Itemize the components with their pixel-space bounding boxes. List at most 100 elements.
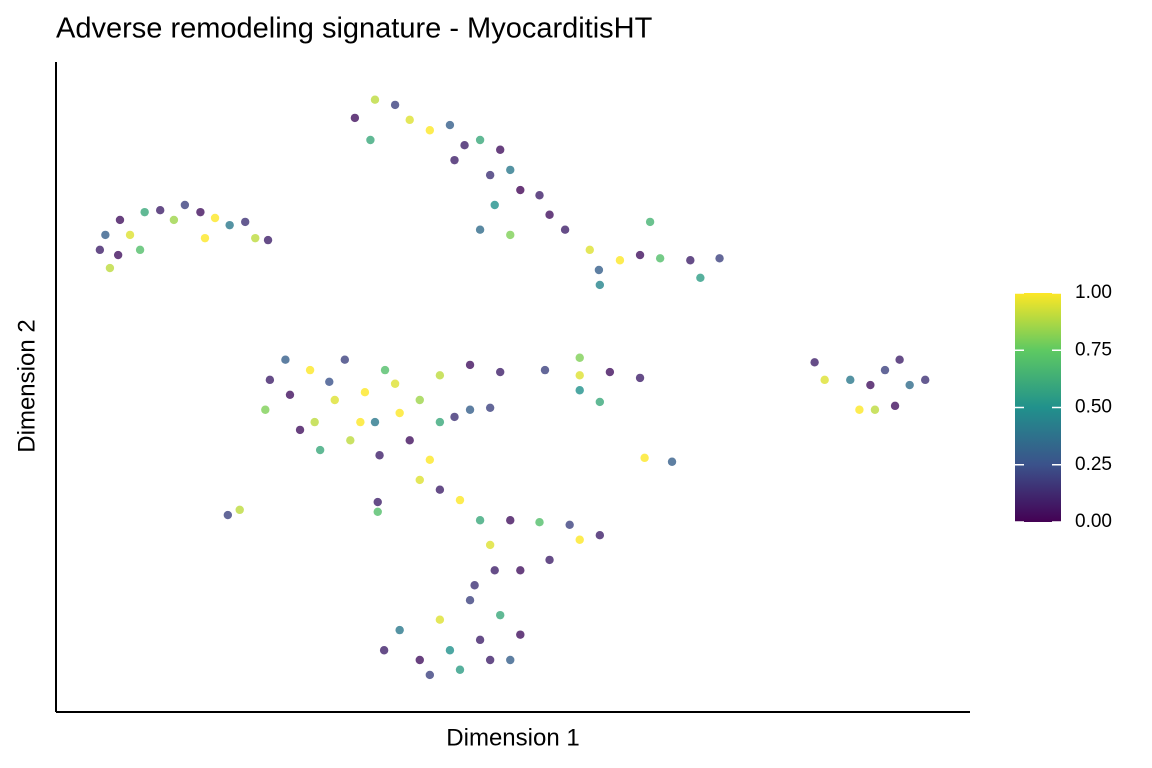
point bbox=[575, 371, 584, 380]
point bbox=[475, 516, 485, 525]
point bbox=[855, 405, 864, 414]
point bbox=[475, 225, 485, 234]
point bbox=[870, 405, 880, 414]
point bbox=[545, 210, 554, 219]
point bbox=[686, 256, 695, 265]
colorbar-tick-label: 0.00 bbox=[1075, 511, 1112, 532]
point bbox=[635, 373, 645, 383]
point bbox=[435, 485, 445, 494]
point bbox=[395, 408, 404, 418]
point bbox=[506, 230, 515, 240]
point bbox=[390, 100, 400, 110]
point bbox=[435, 371, 445, 380]
colorbar-tick-label: 0.75 bbox=[1075, 339, 1112, 360]
point bbox=[565, 520, 574, 529]
point bbox=[225, 220, 234, 230]
point bbox=[425, 455, 435, 464]
point bbox=[435, 615, 445, 624]
point bbox=[465, 360, 475, 370]
point bbox=[895, 355, 904, 364]
point bbox=[575, 535, 584, 544]
point bbox=[485, 403, 495, 412]
point bbox=[425, 670, 435, 680]
colorbar-tick-label: 0.25 bbox=[1075, 454, 1112, 475]
point bbox=[235, 505, 244, 515]
point bbox=[113, 250, 123, 260]
point bbox=[330, 395, 339, 405]
point bbox=[425, 126, 435, 135]
point bbox=[535, 191, 544, 200]
point bbox=[575, 353, 584, 362]
point bbox=[265, 375, 275, 385]
point bbox=[516, 185, 525, 195]
point bbox=[540, 365, 550, 375]
point bbox=[455, 665, 465, 674]
x-axis-label: Dimension 1 bbox=[446, 724, 579, 751]
point bbox=[373, 507, 382, 516]
point bbox=[921, 375, 930, 385]
point bbox=[496, 367, 505, 377]
point bbox=[465, 596, 475, 605]
point bbox=[196, 207, 205, 217]
point bbox=[240, 217, 250, 227]
point bbox=[370, 95, 380, 104]
point bbox=[810, 358, 819, 367]
point bbox=[635, 250, 645, 260]
point bbox=[405, 436, 414, 445]
point bbox=[485, 170, 495, 180]
point bbox=[200, 233, 210, 243]
point bbox=[460, 141, 469, 150]
point bbox=[595, 397, 605, 407]
point bbox=[846, 375, 855, 385]
point bbox=[890, 401, 900, 411]
colorbar-tick-label: 0.50 bbox=[1075, 397, 1112, 418]
point bbox=[475, 135, 485, 145]
point bbox=[315, 445, 325, 455]
point bbox=[370, 417, 380, 427]
point bbox=[485, 655, 495, 665]
point bbox=[415, 475, 424, 485]
point bbox=[251, 233, 260, 243]
point bbox=[263, 235, 273, 245]
point bbox=[405, 115, 414, 125]
point bbox=[455, 495, 465, 505]
point bbox=[390, 379, 400, 388]
point bbox=[594, 265, 604, 275]
point bbox=[346, 436, 355, 445]
point bbox=[475, 635, 485, 645]
point bbox=[360, 388, 370, 397]
point bbox=[605, 367, 615, 377]
point bbox=[115, 215, 125, 225]
point bbox=[715, 254, 724, 263]
point bbox=[465, 405, 475, 414]
point bbox=[516, 630, 525, 639]
point bbox=[395, 625, 404, 635]
point bbox=[820, 375, 829, 385]
point bbox=[496, 145, 505, 154]
point bbox=[373, 497, 382, 507]
point bbox=[595, 531, 605, 540]
point bbox=[350, 113, 360, 123]
point bbox=[615, 256, 625, 265]
point bbox=[496, 610, 505, 620]
y-axis-label: Dimension 2 bbox=[13, 319, 40, 452]
point bbox=[310, 417, 319, 427]
point bbox=[435, 417, 445, 427]
point bbox=[135, 245, 145, 255]
point bbox=[281, 355, 290, 364]
point bbox=[535, 518, 544, 527]
point bbox=[415, 655, 424, 665]
point bbox=[667, 457, 677, 466]
point bbox=[445, 120, 455, 130]
point bbox=[640, 453, 649, 463]
point bbox=[169, 215, 179, 225]
point bbox=[95, 245, 105, 255]
point bbox=[575, 386, 584, 395]
point bbox=[366, 135, 375, 145]
point bbox=[295, 425, 305, 435]
point bbox=[450, 412, 459, 422]
point bbox=[140, 207, 149, 217]
points bbox=[95, 95, 930, 680]
point bbox=[285, 390, 295, 399]
point bbox=[101, 230, 110, 240]
